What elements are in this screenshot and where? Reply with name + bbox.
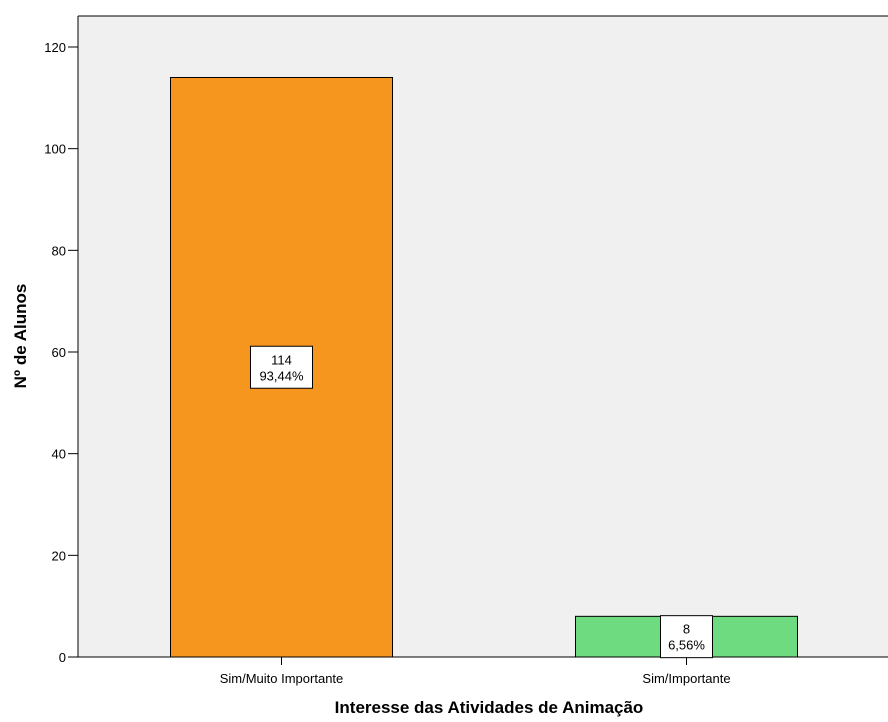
y-tick-label: 0 <box>59 650 66 665</box>
y-tick-label: 100 <box>44 142 66 157</box>
y-tick-label: 40 <box>52 447 66 462</box>
data-label-box <box>250 345 313 389</box>
y-tick-label: 80 <box>52 243 66 258</box>
data-label-percent: 6,56% <box>668 638 705 653</box>
data-label-count: 8 <box>683 622 690 637</box>
x-category-labels: Sim/Muito Importante Sim/Importante <box>220 657 731 686</box>
y-tick-label: 20 <box>52 548 66 563</box>
x-category-label: Sim/Importante <box>642 671 730 686</box>
data-label-percent: 93,44% <box>259 368 304 383</box>
x-axis-title: Interesse das Atividades de Animação <box>335 698 644 717</box>
y-axis-title: Nº de Alunos <box>11 284 30 389</box>
x-category-label: Sim/Muito Importante <box>220 671 344 686</box>
data-label-box <box>660 615 713 659</box>
data-label: 86,56% <box>660 615 713 659</box>
y-ticks: 0 20 40 60 80 100 120 <box>44 40 78 665</box>
data-label-count: 114 <box>271 352 292 367</box>
y-tick-label: 60 <box>52 345 66 360</box>
y-tick-label: 120 <box>44 40 66 55</box>
